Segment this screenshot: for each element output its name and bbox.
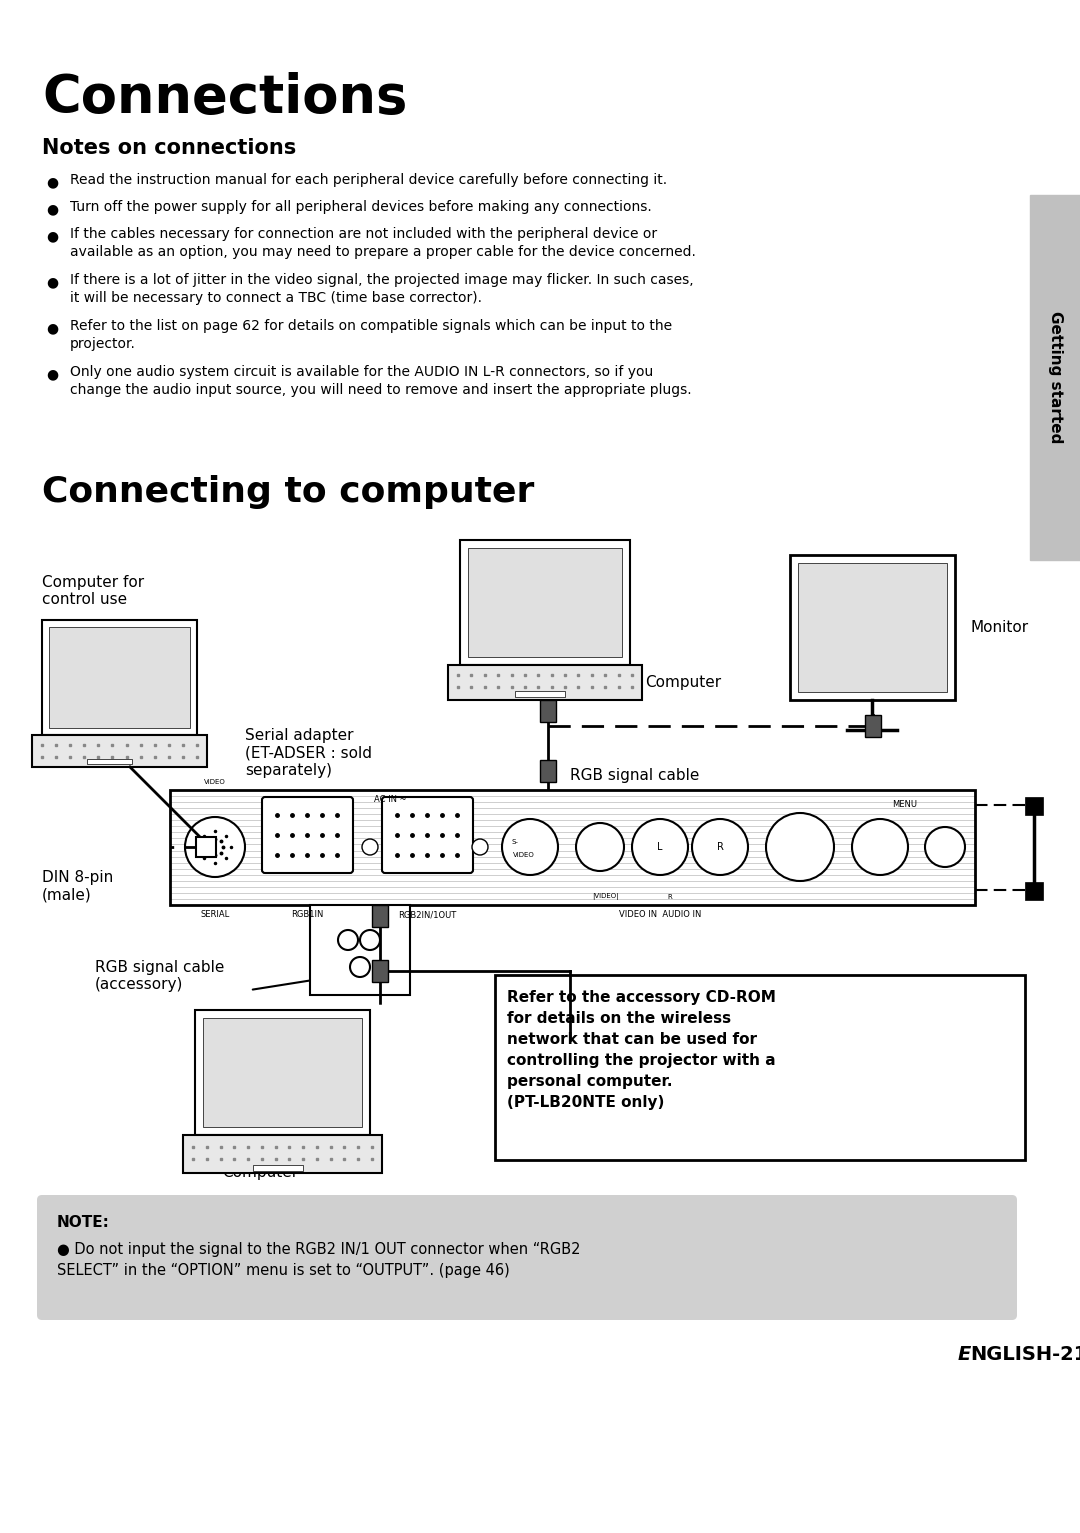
Text: VIDEO: VIDEO xyxy=(204,779,226,785)
Text: S-: S- xyxy=(512,839,518,845)
FancyBboxPatch shape xyxy=(37,1196,1017,1320)
Text: DIN 8-pin
(male): DIN 8-pin (male) xyxy=(42,871,113,903)
Text: Computer: Computer xyxy=(221,1165,298,1180)
Text: ●: ● xyxy=(46,228,58,244)
Circle shape xyxy=(360,931,380,950)
Bar xyxy=(183,1134,382,1173)
Text: ●: ● xyxy=(46,202,58,216)
Text: Serial adapter
(ET-ADSER : sold
separately): Serial adapter (ET-ADSER : sold separate… xyxy=(245,728,372,777)
FancyBboxPatch shape xyxy=(262,797,353,872)
Text: SERIAL: SERIAL xyxy=(201,911,230,918)
Text: RGB2IN/1OUT: RGB2IN/1OUT xyxy=(397,911,456,918)
Text: MENU: MENU xyxy=(892,800,918,809)
Text: RGB signal cable
(accessory): RGB signal cable (accessory) xyxy=(95,960,225,992)
Circle shape xyxy=(692,819,748,875)
Text: R: R xyxy=(716,842,724,852)
Bar xyxy=(195,1010,370,1134)
Bar xyxy=(798,563,947,691)
Text: ●: ● xyxy=(46,274,58,290)
Bar xyxy=(1030,195,1080,560)
Circle shape xyxy=(502,819,558,875)
Text: ●: ● xyxy=(46,366,58,382)
Circle shape xyxy=(350,957,370,977)
Text: NOTE:: NOTE: xyxy=(57,1216,110,1229)
Text: Computer: Computer xyxy=(645,675,721,690)
Bar xyxy=(372,904,388,927)
Circle shape xyxy=(338,931,357,950)
Text: Refer to the accessory CD-ROM
for details on the wireless
network that can be us: Refer to the accessory CD-ROM for detail… xyxy=(507,990,775,1110)
Text: Read the instruction manual for each peripheral device carefully before connecti: Read the instruction manual for each per… xyxy=(70,173,667,187)
Text: Getting started: Getting started xyxy=(1048,311,1063,443)
Text: RGB1IN: RGB1IN xyxy=(291,911,323,918)
Bar xyxy=(87,759,132,763)
Circle shape xyxy=(852,819,908,875)
Bar xyxy=(1025,797,1043,816)
Text: ●: ● xyxy=(46,320,58,336)
Text: Notes on connections: Notes on connections xyxy=(42,138,296,158)
Circle shape xyxy=(576,823,624,871)
Text: VIDEO IN  AUDIO IN: VIDEO IN AUDIO IN xyxy=(619,911,701,918)
Circle shape xyxy=(362,839,378,855)
Bar xyxy=(42,619,197,734)
Bar xyxy=(515,691,565,698)
Bar xyxy=(49,627,190,728)
Bar xyxy=(448,665,642,701)
Circle shape xyxy=(766,812,834,881)
Text: Computer for
control use: Computer for control use xyxy=(42,575,144,607)
Bar xyxy=(540,701,556,722)
Bar xyxy=(1025,881,1043,900)
Text: ● Do not input the signal to the RGB2 IN/1 OUT connector when “RGB2
SELECT” in t: ● Do not input the signal to the RGB2 IN… xyxy=(57,1242,581,1279)
Bar xyxy=(195,837,216,857)
Bar xyxy=(372,960,388,983)
Text: E: E xyxy=(958,1344,971,1364)
Bar xyxy=(310,904,410,995)
Bar xyxy=(460,540,630,665)
Text: VIDEO: VIDEO xyxy=(513,852,535,858)
Text: L: L xyxy=(658,842,663,852)
Bar xyxy=(203,1018,362,1127)
Text: NGLISH-21: NGLISH-21 xyxy=(970,1344,1080,1364)
Bar xyxy=(865,714,881,737)
Text: If the cables necessary for connection are not included with the peripheral devi: If the cables necessary for connection a… xyxy=(70,227,696,259)
Bar xyxy=(540,760,556,782)
Text: RGB signal cable: RGB signal cable xyxy=(570,768,700,783)
Text: Connecting to computer: Connecting to computer xyxy=(42,475,535,509)
Text: Refer to the list on page 62 for details on compatible signals which can be inpu: Refer to the list on page 62 for details… xyxy=(70,319,672,351)
Text: If there is a lot of jitter in the video signal, the projected image may flicker: If there is a lot of jitter in the video… xyxy=(70,273,693,305)
Text: Connections: Connections xyxy=(42,72,407,124)
FancyBboxPatch shape xyxy=(382,797,473,872)
Text: Monitor: Monitor xyxy=(970,619,1028,635)
Circle shape xyxy=(185,817,245,877)
Bar xyxy=(789,555,955,701)
Bar xyxy=(253,1165,303,1171)
Circle shape xyxy=(472,839,488,855)
Text: |VIDEO|: |VIDEO| xyxy=(592,894,618,900)
Circle shape xyxy=(924,826,966,868)
Circle shape xyxy=(632,819,688,875)
Text: Turn off the power supply for all peripheral devices before making any connectio: Turn off the power supply for all periph… xyxy=(70,199,651,215)
Bar xyxy=(170,789,975,904)
Text: Only one audio system circuit is available for the AUDIO IN L-R connectors, so i: Only one audio system circuit is availab… xyxy=(70,365,691,397)
FancyBboxPatch shape xyxy=(495,975,1025,1160)
Text: R: R xyxy=(667,894,673,900)
Text: ●: ● xyxy=(46,175,58,189)
Text: AC IN ~: AC IN ~ xyxy=(374,796,406,803)
Bar xyxy=(32,734,207,766)
Bar xyxy=(468,547,622,658)
